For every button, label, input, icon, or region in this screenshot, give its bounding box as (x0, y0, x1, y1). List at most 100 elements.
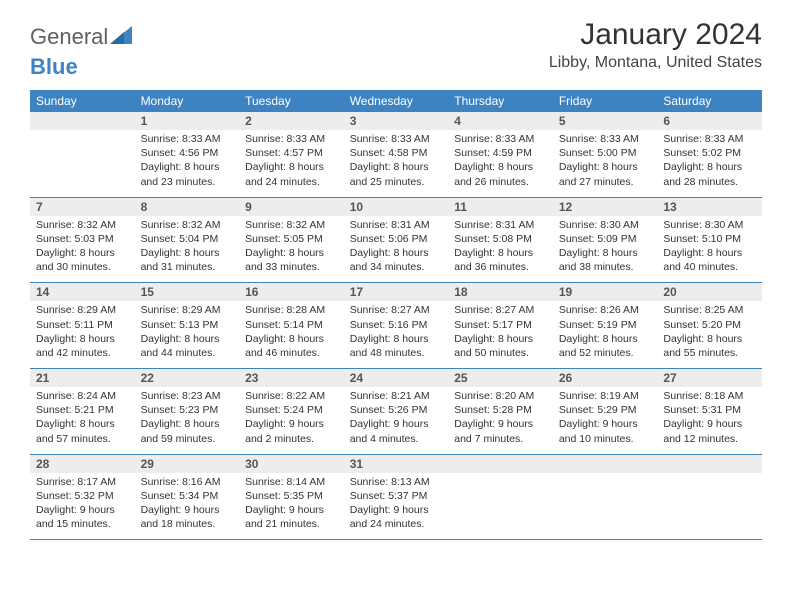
sunrise-text: Sunrise: 8:32 AM (245, 218, 338, 232)
sunset-text: Sunset: 5:04 PM (141, 232, 234, 246)
sunset-text: Sunset: 5:24 PM (245, 403, 338, 417)
weekday-header: Sunday (30, 90, 135, 112)
sunset-text: Sunset: 5:19 PM (559, 318, 652, 332)
day-body: Sunrise: 8:27 AMSunset: 5:17 PMDaylight:… (448, 301, 553, 368)
daylight-text: Daylight: 9 hours and 4 minutes. (350, 417, 443, 445)
sunrise-text: Sunrise: 8:25 AM (663, 303, 756, 317)
sunset-text: Sunset: 5:06 PM (350, 232, 443, 246)
day-body (657, 473, 762, 533)
calendar-week-row: 28Sunrise: 8:17 AMSunset: 5:32 PMDayligh… (30, 454, 762, 540)
sunrise-text: Sunrise: 8:28 AM (245, 303, 338, 317)
sunrise-text: Sunrise: 8:16 AM (141, 475, 234, 489)
day-body: Sunrise: 8:22 AMSunset: 5:24 PMDaylight:… (239, 387, 344, 454)
sunrise-text: Sunrise: 8:31 AM (454, 218, 547, 232)
day-body: Sunrise: 8:33 AMSunset: 5:00 PMDaylight:… (553, 130, 658, 197)
day-body: Sunrise: 8:33 AMSunset: 4:57 PMDaylight:… (239, 130, 344, 197)
daylight-text: Daylight: 8 hours and 30 minutes. (36, 246, 129, 274)
sunrise-text: Sunrise: 8:14 AM (245, 475, 338, 489)
daylight-text: Daylight: 9 hours and 15 minutes. (36, 503, 129, 531)
day-body: Sunrise: 8:29 AMSunset: 5:13 PMDaylight:… (135, 301, 240, 368)
calendar-day-cell: 16Sunrise: 8:28 AMSunset: 5:14 PMDayligh… (239, 283, 344, 369)
day-body: Sunrise: 8:32 AMSunset: 5:03 PMDaylight:… (30, 216, 135, 283)
sunrise-text: Sunrise: 8:13 AM (350, 475, 443, 489)
calendar-day-cell: 28Sunrise: 8:17 AMSunset: 5:32 PMDayligh… (30, 454, 135, 540)
daylight-text: Daylight: 8 hours and 23 minutes. (141, 160, 234, 188)
daylight-text: Daylight: 8 hours and 31 minutes. (141, 246, 234, 274)
weekday-header: Tuesday (239, 90, 344, 112)
calendar-day-cell: 10Sunrise: 8:31 AMSunset: 5:06 PMDayligh… (344, 197, 449, 283)
sunset-text: Sunset: 5:09 PM (559, 232, 652, 246)
calendar-week-row: 21Sunrise: 8:24 AMSunset: 5:21 PMDayligh… (30, 369, 762, 455)
daylight-text: Daylight: 8 hours and 48 minutes. (350, 332, 443, 360)
daylight-text: Daylight: 9 hours and 7 minutes. (454, 417, 547, 445)
day-body: Sunrise: 8:19 AMSunset: 5:29 PMDaylight:… (553, 387, 658, 454)
daylight-text: Daylight: 9 hours and 12 minutes. (663, 417, 756, 445)
day-number: 29 (135, 455, 240, 473)
sunrise-text: Sunrise: 8:27 AM (350, 303, 443, 317)
sunset-text: Sunset: 5:37 PM (350, 489, 443, 503)
calendar-day-cell (553, 454, 658, 540)
weekday-header: Monday (135, 90, 240, 112)
sunrise-text: Sunrise: 8:33 AM (350, 132, 443, 146)
sunrise-text: Sunrise: 8:33 AM (141, 132, 234, 146)
calendar-day-cell: 13Sunrise: 8:30 AMSunset: 5:10 PMDayligh… (657, 197, 762, 283)
daylight-text: Daylight: 8 hours and 33 minutes. (245, 246, 338, 274)
sunset-text: Sunset: 5:21 PM (36, 403, 129, 417)
day-number: 26 (553, 369, 658, 387)
calendar-day-cell: 15Sunrise: 8:29 AMSunset: 5:13 PMDayligh… (135, 283, 240, 369)
daylight-text: Daylight: 8 hours and 55 minutes. (663, 332, 756, 360)
calendar-day-cell: 20Sunrise: 8:25 AMSunset: 5:20 PMDayligh… (657, 283, 762, 369)
calendar-day-cell: 23Sunrise: 8:22 AMSunset: 5:24 PMDayligh… (239, 369, 344, 455)
day-number: 27 (657, 369, 762, 387)
day-number: 14 (30, 283, 135, 301)
day-body: Sunrise: 8:25 AMSunset: 5:20 PMDaylight:… (657, 301, 762, 368)
calendar-day-cell: 18Sunrise: 8:27 AMSunset: 5:17 PMDayligh… (448, 283, 553, 369)
sunset-text: Sunset: 5:34 PM (141, 489, 234, 503)
weekday-header: Friday (553, 90, 658, 112)
calendar-table: SundayMondayTuesdayWednesdayThursdayFrid… (30, 90, 762, 540)
calendar-week-row: 7Sunrise: 8:32 AMSunset: 5:03 PMDaylight… (30, 197, 762, 283)
sunrise-text: Sunrise: 8:30 AM (559, 218, 652, 232)
day-number (553, 455, 658, 473)
sunset-text: Sunset: 4:57 PM (245, 146, 338, 160)
calendar-day-cell: 7Sunrise: 8:32 AMSunset: 5:03 PMDaylight… (30, 197, 135, 283)
sunrise-text: Sunrise: 8:23 AM (141, 389, 234, 403)
sunset-text: Sunset: 5:26 PM (350, 403, 443, 417)
sunrise-text: Sunrise: 8:30 AM (663, 218, 756, 232)
sunrise-text: Sunrise: 8:33 AM (663, 132, 756, 146)
daylight-text: Daylight: 8 hours and 24 minutes. (245, 160, 338, 188)
daylight-text: Daylight: 8 hours and 28 minutes. (663, 160, 756, 188)
day-body: Sunrise: 8:21 AMSunset: 5:26 PMDaylight:… (344, 387, 449, 454)
day-body (553, 473, 658, 533)
sunset-text: Sunset: 4:56 PM (141, 146, 234, 160)
calendar-day-cell: 30Sunrise: 8:14 AMSunset: 5:35 PMDayligh… (239, 454, 344, 540)
day-body: Sunrise: 8:33 AMSunset: 4:59 PMDaylight:… (448, 130, 553, 197)
daylight-text: Daylight: 8 hours and 36 minutes. (454, 246, 547, 274)
daylight-text: Daylight: 9 hours and 2 minutes. (245, 417, 338, 445)
sunset-text: Sunset: 5:10 PM (663, 232, 756, 246)
day-number: 15 (135, 283, 240, 301)
daylight-text: Daylight: 8 hours and 27 minutes. (559, 160, 652, 188)
calendar-day-cell: 19Sunrise: 8:26 AMSunset: 5:19 PMDayligh… (553, 283, 658, 369)
sunset-text: Sunset: 5:20 PM (663, 318, 756, 332)
daylight-text: Daylight: 8 hours and 44 minutes. (141, 332, 234, 360)
day-number: 13 (657, 198, 762, 216)
day-body: Sunrise: 8:30 AMSunset: 5:09 PMDaylight:… (553, 216, 658, 283)
calendar-day-cell: 6Sunrise: 8:33 AMSunset: 5:02 PMDaylight… (657, 112, 762, 197)
day-body: Sunrise: 8:33 AMSunset: 4:56 PMDaylight:… (135, 130, 240, 197)
calendar-day-cell: 26Sunrise: 8:19 AMSunset: 5:29 PMDayligh… (553, 369, 658, 455)
day-body: Sunrise: 8:31 AMSunset: 5:08 PMDaylight:… (448, 216, 553, 283)
sunset-text: Sunset: 4:59 PM (454, 146, 547, 160)
calendar-day-cell: 29Sunrise: 8:16 AMSunset: 5:34 PMDayligh… (135, 454, 240, 540)
logo-text-1: General (30, 24, 108, 50)
day-number: 5 (553, 112, 658, 130)
day-number: 12 (553, 198, 658, 216)
sunrise-text: Sunrise: 8:32 AM (141, 218, 234, 232)
sunrise-text: Sunrise: 8:20 AM (454, 389, 547, 403)
daylight-text: Daylight: 8 hours and 34 minutes. (350, 246, 443, 274)
sunset-text: Sunset: 5:02 PM (663, 146, 756, 160)
weekday-header: Wednesday (344, 90, 449, 112)
daylight-text: Daylight: 8 hours and 42 minutes. (36, 332, 129, 360)
location: Libby, Montana, United States (549, 54, 762, 72)
sunset-text: Sunset: 5:03 PM (36, 232, 129, 246)
